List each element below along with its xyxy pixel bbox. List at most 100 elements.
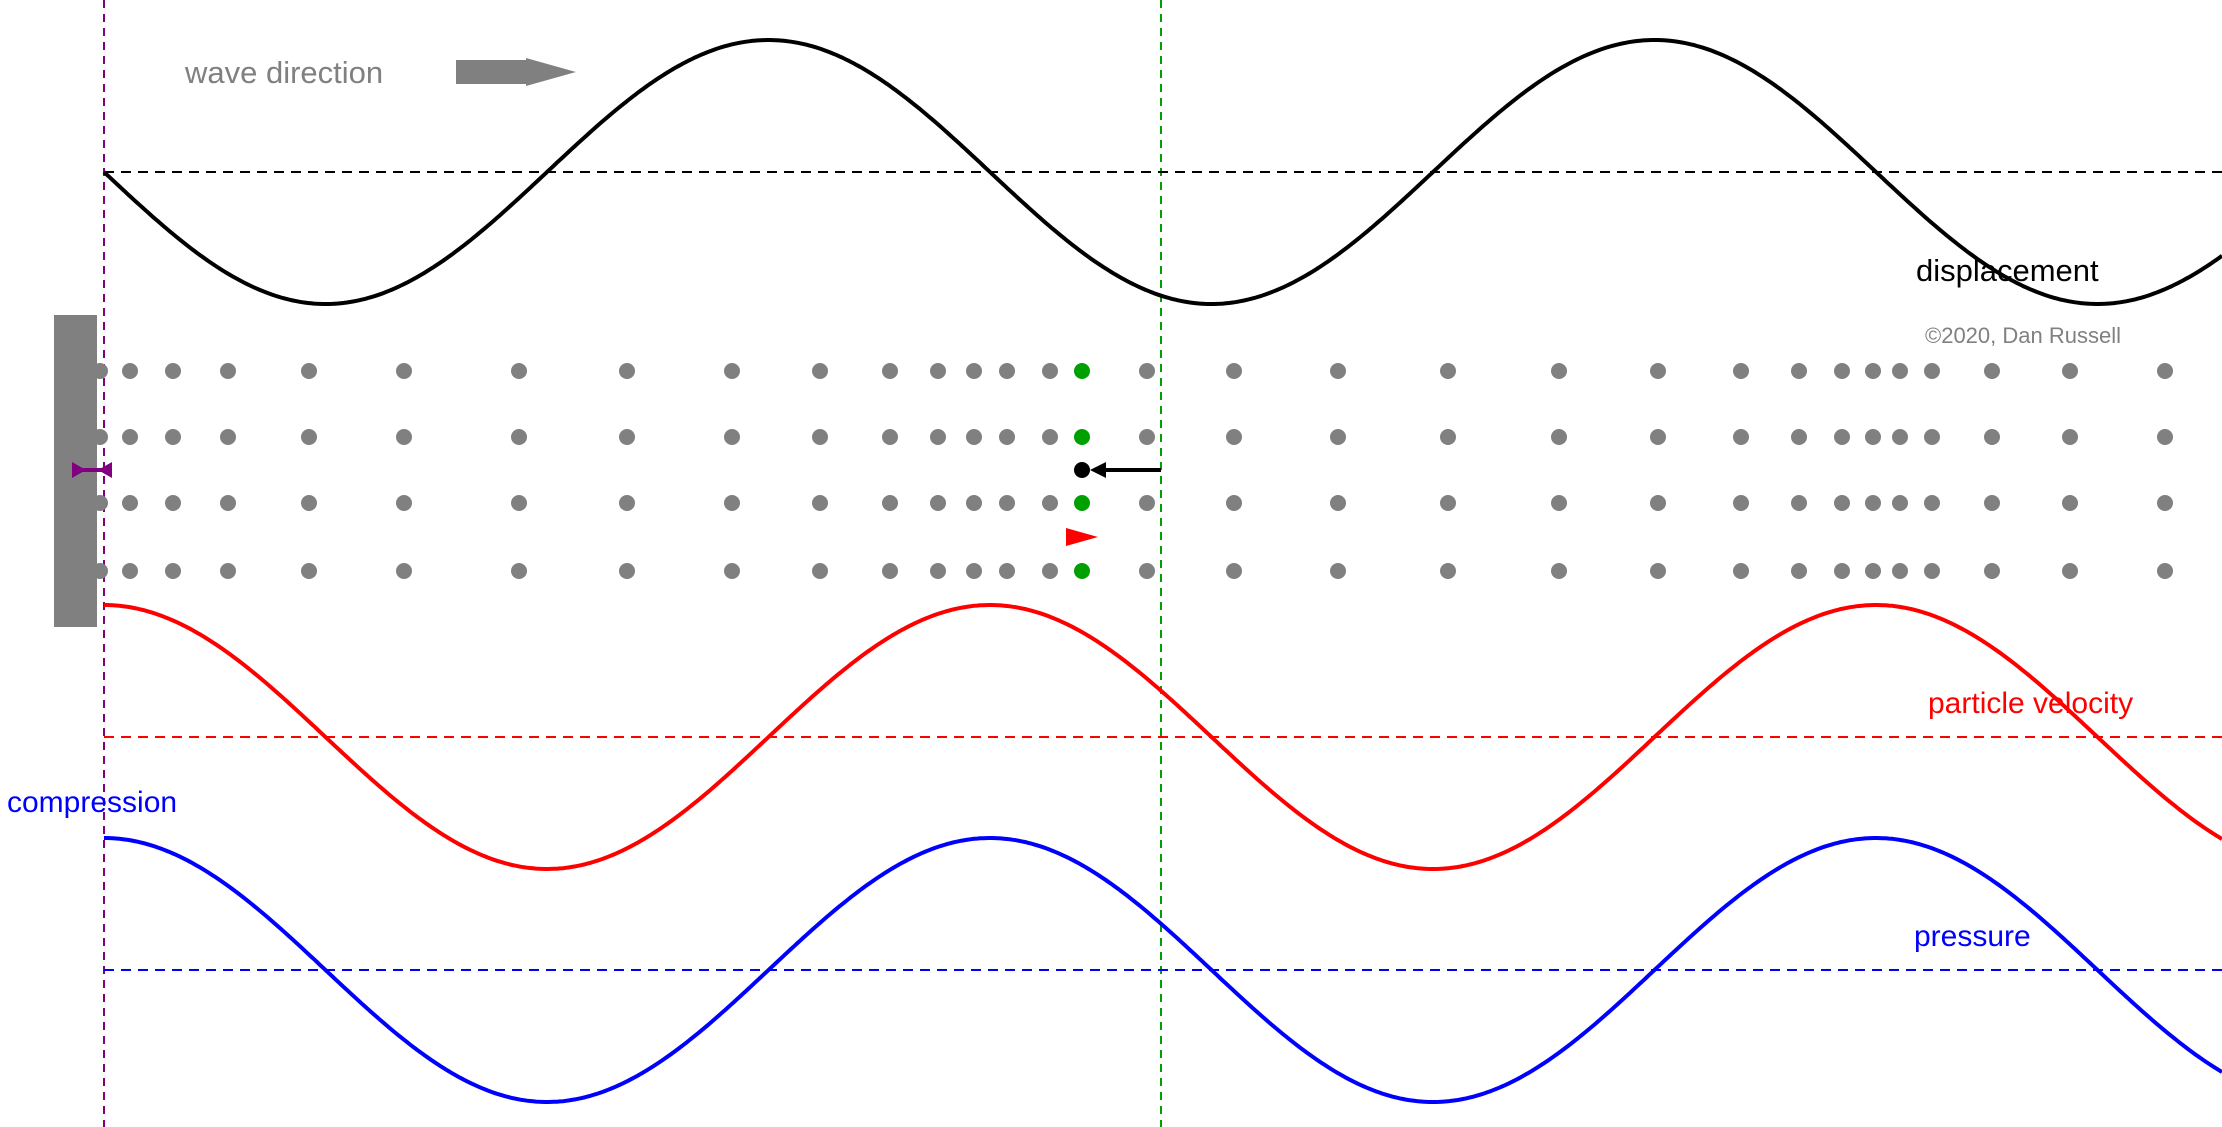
particle	[122, 363, 138, 379]
particle	[2157, 563, 2173, 579]
particle	[619, 429, 635, 445]
particle	[2157, 495, 2173, 511]
double-headed-arrow-icon	[72, 462, 112, 478]
particle	[1139, 495, 1155, 511]
particle	[1733, 429, 1749, 445]
particle	[1924, 563, 1940, 579]
particle	[301, 495, 317, 511]
displacement-curve	[102, 38, 2222, 306]
particle	[724, 363, 740, 379]
particle	[724, 495, 740, 511]
particle	[1791, 495, 1807, 511]
pressure-curve	[104, 836, 2222, 1104]
copyright-label: ©2020, Dan Russell	[1925, 323, 2121, 348]
particle	[1791, 563, 1807, 579]
particle	[122, 495, 138, 511]
particle	[1924, 363, 1940, 379]
particle	[511, 495, 527, 511]
particle	[619, 563, 635, 579]
particle	[1650, 495, 1666, 511]
particle	[882, 363, 898, 379]
particle	[1551, 495, 1567, 511]
particle	[122, 563, 138, 579]
highlighted-particle	[1074, 563, 1090, 579]
particle	[724, 429, 740, 445]
particle	[882, 563, 898, 579]
particle	[1924, 495, 1940, 511]
particle	[1551, 563, 1567, 579]
particle	[1865, 495, 1881, 511]
particle	[2157, 363, 2173, 379]
particle	[2062, 429, 2078, 445]
particle	[1733, 495, 1749, 511]
particle	[1865, 563, 1881, 579]
particle	[301, 363, 317, 379]
particle	[619, 363, 635, 379]
particle	[966, 429, 982, 445]
particle	[930, 495, 946, 511]
displacement-label: displacement	[1916, 253, 2099, 288]
particle	[1440, 429, 1456, 445]
particle	[966, 495, 982, 511]
particle	[999, 563, 1015, 579]
particle	[1551, 429, 1567, 445]
particle	[1733, 363, 1749, 379]
particle	[1139, 563, 1155, 579]
particle	[1892, 429, 1908, 445]
particle	[1924, 429, 1940, 445]
particle	[1984, 429, 2000, 445]
particle	[1440, 495, 1456, 511]
particle	[999, 363, 1015, 379]
particle	[966, 563, 982, 579]
particle	[1330, 495, 1346, 511]
particle	[1791, 363, 1807, 379]
particle	[1226, 563, 1242, 579]
compression-label: compression	[7, 786, 177, 819]
particle	[1139, 363, 1155, 379]
particle	[619, 495, 635, 511]
particle	[930, 563, 946, 579]
particle	[122, 429, 138, 445]
particle	[165, 429, 181, 445]
particle	[930, 363, 946, 379]
particle	[999, 495, 1015, 511]
particle	[511, 563, 527, 579]
particle	[92, 429, 108, 445]
particle	[2062, 563, 2078, 579]
wave-direction-label: wave direction	[184, 55, 383, 90]
particle	[1733, 563, 1749, 579]
particle	[1834, 563, 1850, 579]
particle	[396, 563, 412, 579]
particle	[1865, 429, 1881, 445]
particle	[1139, 429, 1155, 445]
particle	[1650, 363, 1666, 379]
particle-velocity-label: particle velocity	[1928, 687, 2133, 720]
particle	[165, 563, 181, 579]
particle	[1226, 429, 1242, 445]
particle	[882, 429, 898, 445]
particle	[724, 563, 740, 579]
particle	[2062, 495, 2078, 511]
particle	[1892, 363, 1908, 379]
particle	[812, 429, 828, 445]
particle	[396, 429, 412, 445]
highlighted-particle	[1074, 495, 1090, 511]
particle	[1042, 495, 1058, 511]
tracked-particle-arrow	[1074, 462, 1161, 478]
particle	[396, 495, 412, 511]
particle-velocity-curve	[104, 603, 2222, 871]
particle	[1791, 429, 1807, 445]
particle	[812, 363, 828, 379]
particle	[1226, 495, 1242, 511]
particle	[1440, 563, 1456, 579]
right-arrow-icon	[456, 58, 576, 86]
particle	[966, 363, 982, 379]
particle	[812, 563, 828, 579]
particle	[1650, 429, 1666, 445]
particle	[92, 495, 108, 511]
particle	[165, 363, 181, 379]
particle	[1226, 363, 1242, 379]
particle	[1834, 495, 1850, 511]
highlighted-particle	[1074, 429, 1090, 445]
